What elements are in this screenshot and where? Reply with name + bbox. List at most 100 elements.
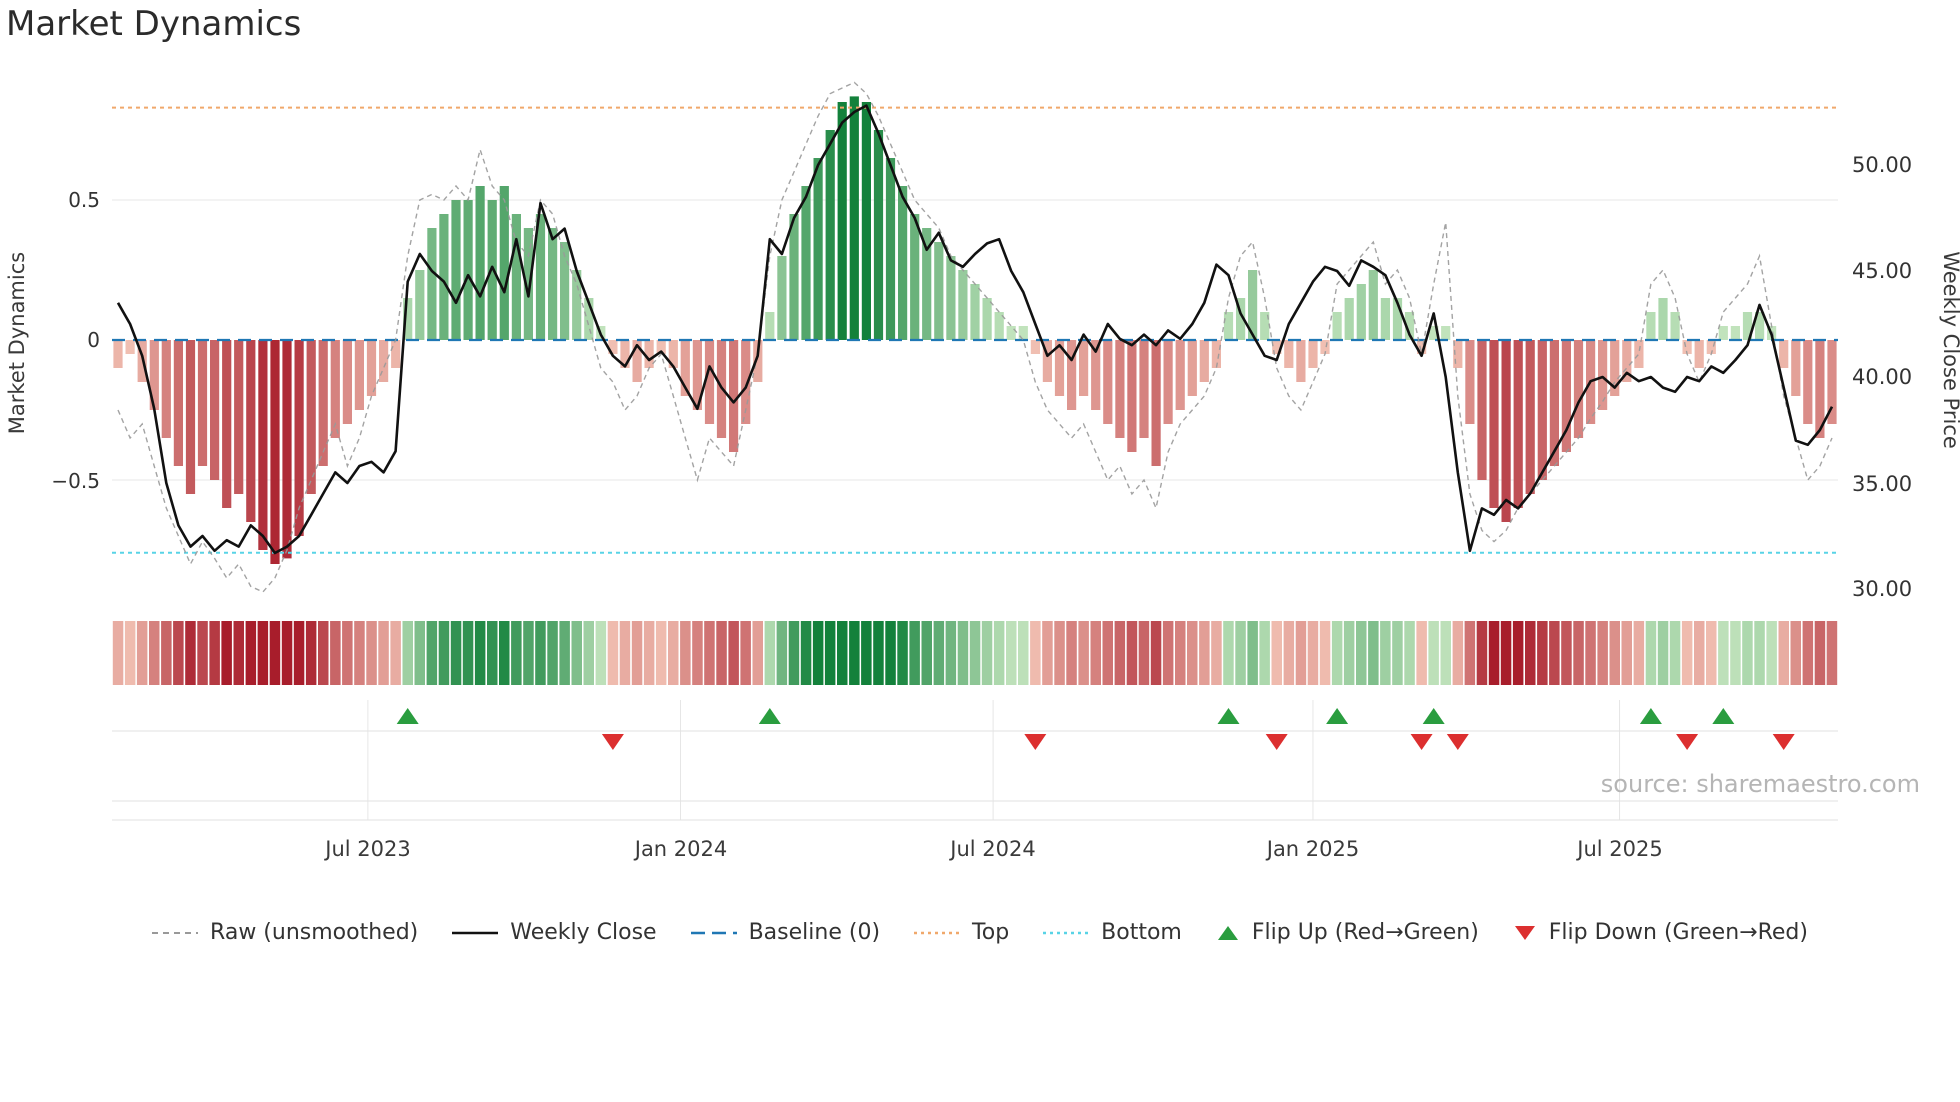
heatmap-cell (1609, 621, 1620, 685)
oscillator-bar (885, 158, 896, 340)
flip-up-marker (396, 708, 419, 724)
oscillator-bar (1549, 340, 1559, 466)
oscillator-bar (210, 340, 220, 480)
heatmap-cell (680, 621, 691, 685)
flip-down-markers (601, 734, 1795, 750)
oscillator-bar (680, 340, 690, 396)
heatmap-cell (1054, 621, 1065, 685)
heatmap-cell (1718, 621, 1729, 685)
oscillator-bar (354, 340, 364, 410)
heatmap-strip (112, 621, 1838, 685)
oscillator-bar (1248, 270, 1258, 340)
oscillator-bar (1163, 340, 1173, 424)
oscillator-bar (548, 228, 558, 340)
oscillator-bar (1175, 340, 1185, 410)
heatmap-cell (1512, 621, 1524, 685)
heatmap-cell (474, 621, 486, 685)
right-axis-label: Weekly Close Price (1939, 251, 1960, 449)
oscillator-bar (825, 130, 835, 340)
legend-swatch-flip-down (1514, 925, 1535, 940)
oscillator-bar (222, 340, 232, 508)
oscillator-bar (318, 340, 328, 466)
legend-item-raw: Raw (unsmoothed) (152, 920, 418, 945)
oscillator-bar (1453, 340, 1463, 368)
flip-up-marker (758, 708, 781, 724)
heatmap-cell (764, 621, 776, 685)
heatmap-cell (462, 621, 474, 685)
right-axis-tick-4: 30.00 (1852, 577, 1912, 601)
heatmap-cell (245, 621, 257, 685)
flip-up-triangle-icon (1217, 925, 1238, 940)
heatmap-cell (1657, 621, 1669, 685)
oscillator-bar (366, 340, 377, 396)
flip-down-marker (1676, 734, 1699, 750)
heatmap-cell (837, 621, 848, 685)
heatmap-cell (173, 621, 184, 685)
heatmap-cell (776, 621, 788, 685)
heatmap-cell (945, 621, 957, 685)
flip-down-marker (1024, 734, 1047, 750)
heatmap-cell (1537, 621, 1548, 685)
oscillator-bar (282, 340, 292, 559)
oscillator-bar (1308, 340, 1318, 368)
legend-swatch-flip-up (1217, 925, 1238, 940)
oscillator-bar (922, 228, 932, 340)
oscillator-bar (1670, 312, 1680, 340)
oscillator-bar (1513, 340, 1523, 508)
heatmap-cell (921, 621, 932, 685)
heatmap-cell (293, 621, 305, 685)
heatmap-cell (1488, 621, 1500, 685)
heatmap-cell (1006, 621, 1017, 685)
heatmap-cell (487, 621, 498, 685)
oscillator-bar (1622, 340, 1632, 382)
heatmap-cell (1138, 621, 1150, 685)
oscillator-bar (729, 340, 739, 452)
oscillator-bar (644, 340, 654, 368)
legend-item-top: Top (914, 920, 1009, 945)
dashed-blue-line-icon (690, 931, 737, 934)
heatmap-cell (909, 621, 920, 685)
heatmap-cell (1319, 621, 1331, 685)
heatmap-cell (1416, 621, 1427, 685)
heatmap-cell (1730, 621, 1741, 685)
heatmap-cell (595, 621, 607, 685)
oscillator-bar (258, 340, 268, 550)
right-axis-tick-1: 45.00 (1852, 259, 1912, 283)
oscillator-bar (463, 200, 473, 340)
heatmap-cell (1271, 621, 1282, 685)
heatmap-cell (897, 621, 908, 685)
oscillator-bar (1199, 340, 1209, 382)
heatmap-cell (607, 621, 619, 685)
heatmap-cell (1211, 621, 1222, 685)
heatmap-cell (933, 621, 945, 685)
heatmap-cell (655, 621, 667, 685)
x-axis-tick-3: Jan 2025 (1265, 837, 1360, 861)
flip-up-markers (396, 708, 1735, 724)
heatmap-cell (1066, 621, 1077, 685)
source-credit: source: sharemaestro.com (1601, 770, 1920, 798)
heatmap-cell (1464, 621, 1476, 685)
heatmap-cell (547, 621, 558, 685)
heatmap-cell (1561, 621, 1572, 685)
heatmap-cell (1476, 621, 1488, 685)
heatmap-cell (342, 621, 353, 685)
heatmap-cell (112, 621, 124, 685)
oscillator-bar (342, 340, 352, 424)
heatmap-cell (305, 621, 317, 685)
oscillator-bar (1694, 340, 1704, 368)
oscillator-bars (113, 96, 1837, 564)
oscillator-bar (1658, 298, 1668, 340)
heatmap-cell (740, 621, 751, 685)
heatmap-cell (450, 621, 462, 685)
heatmap-cell (366, 621, 377, 685)
flip-up-marker (1326, 708, 1349, 724)
heatmap-cell (1633, 621, 1645, 685)
heatmap-cell (752, 621, 763, 685)
heatmap-cell (993, 621, 1005, 685)
legend-item-baseline: Baseline (0) (690, 920, 880, 945)
heatmap-cell (233, 621, 244, 685)
flip-down-marker (1410, 734, 1433, 750)
oscillator-bar (789, 214, 799, 340)
heatmap-cell (812, 621, 824, 685)
heatmap-cell (643, 621, 655, 685)
